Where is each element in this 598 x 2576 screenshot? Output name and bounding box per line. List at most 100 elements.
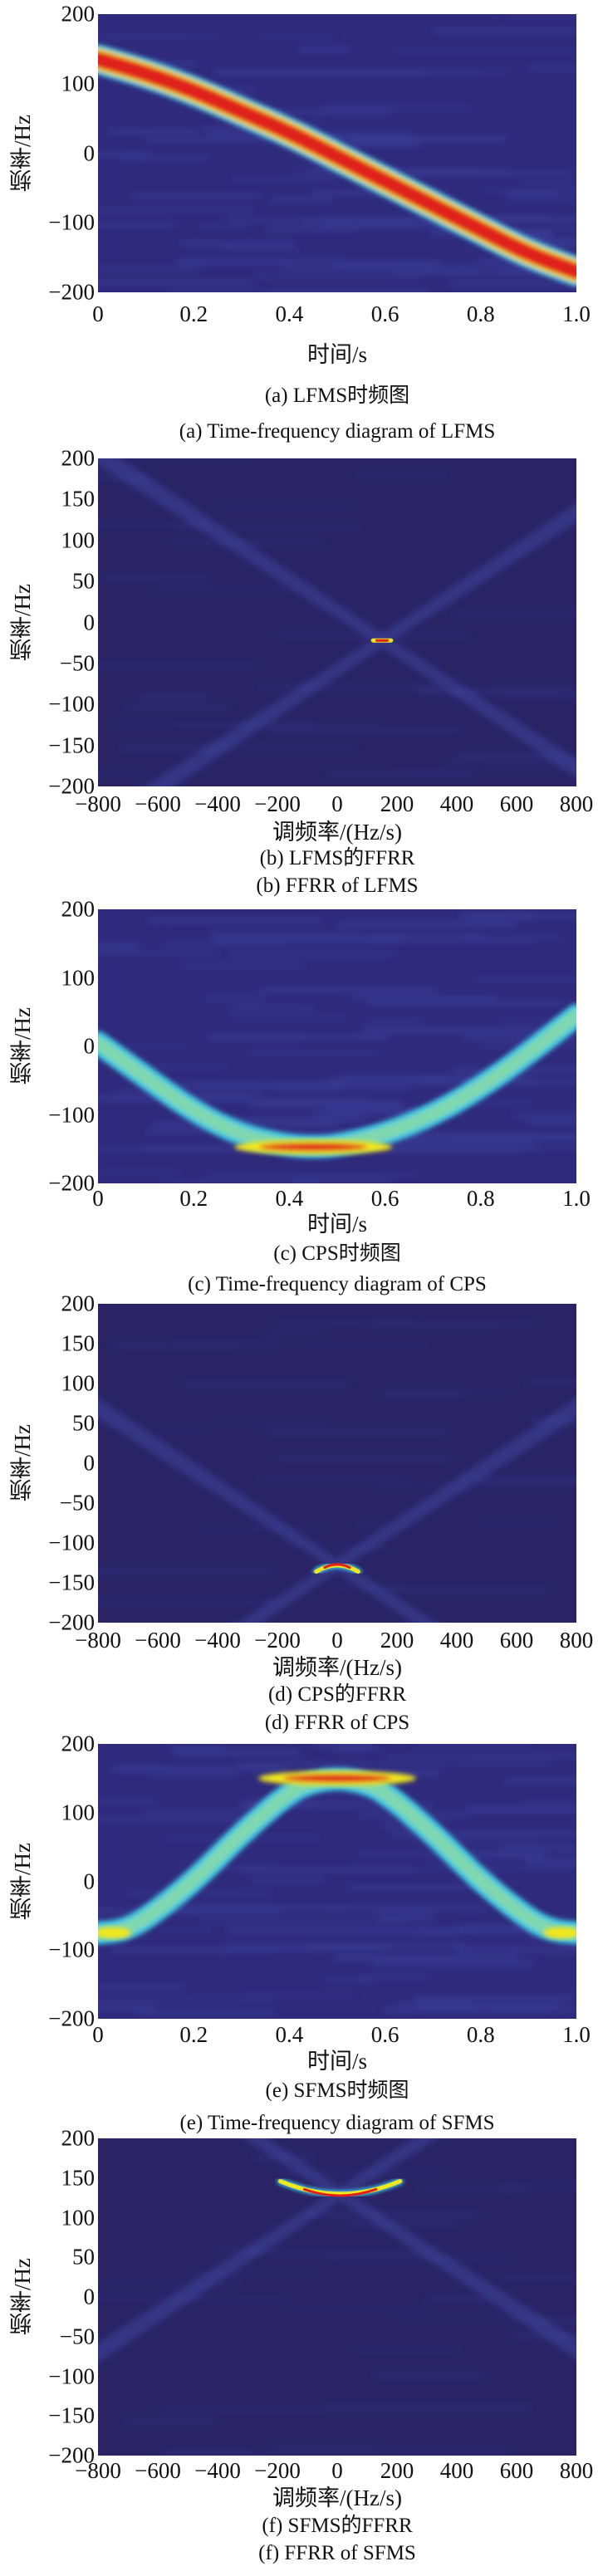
y-tick-label: −50 — [59, 650, 95, 676]
plot-area — [98, 2138, 576, 2456]
caption-en: (a) Time-frequency diagram of LFMS — [179, 420, 496, 443]
caption-zh: (b) LFMS的FFRR — [259, 847, 415, 869]
x-tick-label: 0 — [92, 2022, 104, 2047]
y-tick-label: −200 — [48, 1170, 95, 1196]
y-tick-label: 200 — [61, 896, 96, 922]
ridge-peak-e — [258, 1770, 416, 1786]
y-tick-label: −200 — [48, 2442, 95, 2468]
plot-area — [98, 458, 576, 786]
x-tick-label: 800 — [559, 2458, 594, 2483]
y-tick-label: 100 — [61, 527, 96, 553]
caption-zh: (d) CPS的FFRR — [267, 1683, 407, 1706]
y-tick-label: 50 — [72, 568, 95, 594]
x-tick-label: 800 — [559, 1628, 594, 1653]
x-tick-label: 0.2 — [179, 1186, 208, 1211]
y-tick-label: 100 — [61, 1800, 96, 1825]
caption-en: (d) FFRR of CPS — [264, 1712, 410, 1734]
x-tick-label: 400 — [439, 2458, 474, 2483]
cross-lines-f — [98, 2138, 576, 2363]
x-tick-label: 1.0 — [562, 301, 591, 326]
y-tick-label: −100 — [48, 1937, 95, 1962]
plot-area — [98, 1304, 576, 1623]
x-tick-label: 0.8 — [466, 2022, 495, 2047]
y-tick-label: 200 — [61, 1, 96, 27]
ridge-end-e — [543, 1927, 576, 1939]
x-tick-label: 0.4 — [275, 301, 304, 326]
x-tick-label: 1.0 — [562, 2022, 591, 2047]
x-tick-label: −800 — [75, 2458, 121, 2483]
x-axis-label: 调频率/(Hz/s) — [272, 820, 402, 845]
x-tick-label: 400 — [439, 1628, 474, 1653]
caption-zh: (c) CPS时频图 — [273, 1242, 401, 1265]
y-tick-label: −100 — [48, 209, 95, 235]
y-tick-label: 50 — [72, 2244, 95, 2270]
y-tick-label: −50 — [59, 2324, 95, 2349]
x-tick-label: −400 — [194, 2458, 241, 2483]
x-axis-label: 调频率/(Hz/s) — [272, 1655, 402, 1680]
spectrogram-f — [98, 2138, 576, 2456]
caption-en: (b) FFRR of LFMS — [256, 874, 419, 897]
x-tick-label: 200 — [380, 2458, 414, 2483]
y-axis-label: 频率/Hz — [10, 1424, 35, 1502]
spectrogram-c — [98, 909, 576, 1183]
y-tick-label: −100 — [48, 2363, 95, 2388]
y-tick-label: −100 — [48, 1530, 95, 1555]
x-axis-label: 时间/s — [306, 2049, 367, 2074]
plot-area — [98, 1744, 576, 2019]
y-tick-label: −200 — [48, 773, 95, 799]
y-tick-label: 100 — [61, 965, 96, 990]
y-axis-label: 频率/Hz — [10, 1843, 35, 1920]
y-tick-label: −150 — [48, 732, 95, 758]
x-tick-label: −200 — [254, 2458, 301, 2483]
y-tick-label: −150 — [48, 2402, 95, 2428]
y-axis-label: 频率/Hz — [10, 115, 35, 192]
ridge-peak-c — [234, 1139, 393, 1155]
y-tick-label: −200 — [48, 1609, 95, 1635]
y-tick-label: 0 — [83, 140, 96, 165]
y-tick-label: 200 — [61, 1290, 96, 1316]
y-tick-label: 100 — [61, 1370, 96, 1396]
y-tick-label: 100 — [61, 2205, 96, 2230]
x-tick-label: 0 — [92, 301, 104, 326]
cross-lines-b — [98, 458, 576, 786]
x-tick-label: 0 — [331, 791, 343, 816]
x-tick-label: 600 — [499, 791, 534, 816]
y-tick-label: 0 — [83, 1033, 96, 1059]
x-axis-label: 调频率/(Hz/s) — [272, 2485, 402, 2510]
y-tick-label: 200 — [61, 445, 96, 471]
spectrogram-a — [98, 14, 576, 292]
caption-zh: (e) SFMS时频图 — [265, 2079, 409, 2102]
y-axis-label: 频率/Hz — [10, 1007, 35, 1085]
cross-lines-d — [98, 1398, 576, 1623]
x-tick-label: 0.6 — [370, 301, 399, 326]
x-tick-label: 0.6 — [370, 2022, 399, 2047]
y-tick-label: 150 — [61, 1330, 96, 1356]
x-tick-label: 400 — [439, 791, 474, 816]
x-tick-label: −200 — [254, 791, 301, 816]
plot-area — [98, 14, 576, 292]
caption-zh: (a) LFMS时频图 — [264, 384, 410, 407]
x-tick-label: 0.8 — [466, 301, 495, 326]
x-tick-label: −600 — [135, 2458, 181, 2483]
caption-zh: (f) SFMS的FFRR — [262, 2515, 413, 2537]
y-tick-label: −100 — [48, 691, 95, 717]
x-tick-label: −800 — [75, 791, 121, 816]
x-tick-label: 0 — [92, 1186, 104, 1211]
spectrogram-b — [98, 458, 576, 786]
noise-streaks — [98, 1320, 576, 1604]
peak-d — [312, 1561, 362, 1575]
y-tick-label: 0 — [83, 1868, 96, 1893]
peak-f — [277, 2177, 404, 2197]
ridge-end-e — [98, 1927, 131, 1939]
x-tick-label: 0 — [331, 2458, 343, 2483]
x-tick-label: −600 — [135, 1628, 181, 1653]
x-tick-label: −600 — [135, 791, 181, 816]
spectrogram-d — [98, 1304, 576, 1623]
y-tick-label: −50 — [59, 1490, 95, 1516]
y-tick-label: −100 — [48, 1102, 95, 1127]
x-tick-label: 600 — [499, 1628, 534, 1653]
x-tick-label: 0 — [331, 1628, 343, 1653]
caption-en: (f) FFRR of SFMS — [258, 2542, 416, 2564]
x-tick-label: 0.2 — [179, 2022, 208, 2047]
x-tick-label: 0.4 — [275, 2022, 304, 2047]
